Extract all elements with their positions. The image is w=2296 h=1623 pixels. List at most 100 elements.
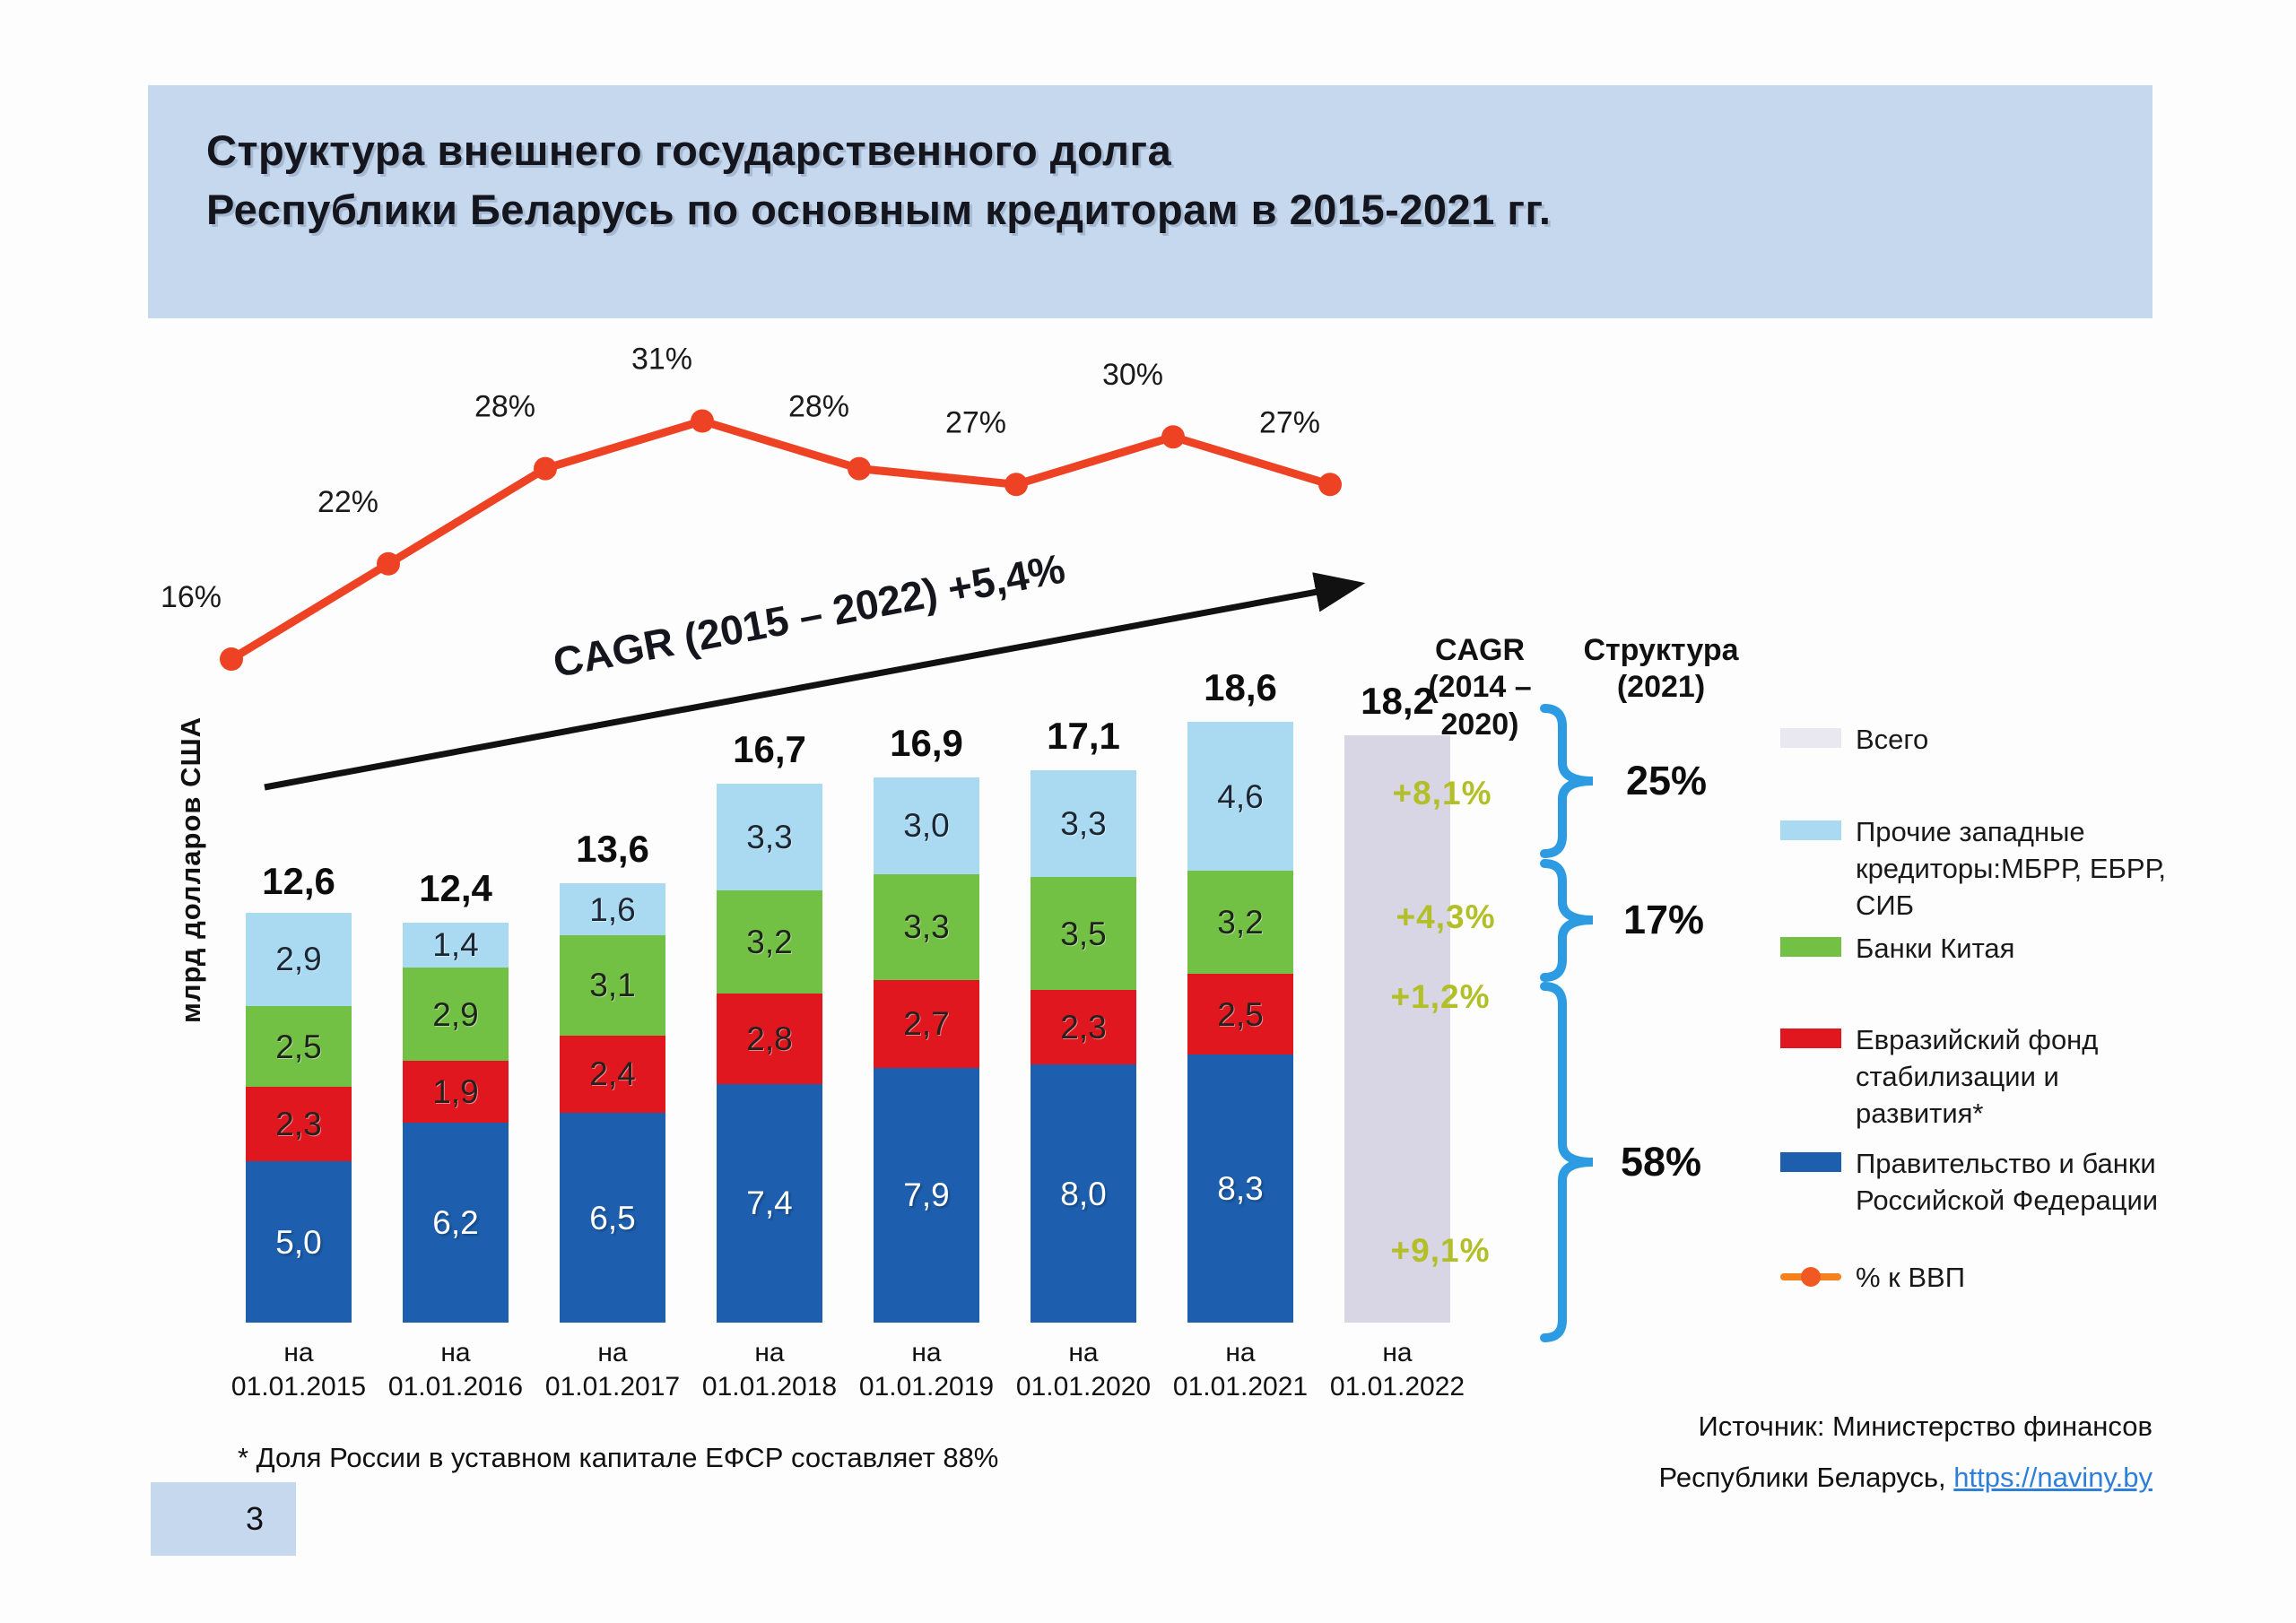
bar-segment-value: 3,1	[589, 967, 636, 1004]
bar-segment-value: 2,5	[275, 1028, 322, 1065]
bar-segment: 2,8	[717, 993, 822, 1084]
bar-segment: 2,4	[560, 1035, 665, 1113]
gdp-point	[534, 456, 557, 481]
structure-brace	[1540, 982, 1594, 1342]
bar-segment-value: 1,4	[432, 926, 479, 964]
legend-swatch-series	[1780, 937, 1841, 957]
bar-segment-value: 8,3	[1217, 1170, 1264, 1208]
legend-swatch-total	[1780, 728, 1841, 748]
x-axis-label: на 01.01.2017	[544, 1338, 681, 1402]
gdp-point-label: 22%	[317, 485, 378, 519]
gdp-point-label: 27%	[945, 405, 1006, 439]
bar-total-label: 18,6	[1204, 666, 1277, 709]
bar-total-label: 16,9	[890, 721, 963, 764]
gdp-point-label: 28%	[788, 390, 849, 424]
gdp-point	[1161, 425, 1185, 449]
bar-segment: 4,6	[1187, 722, 1293, 871]
bar-segment: 7,4	[717, 1083, 822, 1323]
legend-item: Правительство и банки Российской Федерац…	[1780, 1146, 2200, 1219]
footnote: * Доля России в уставном капитале ЕФСР с…	[238, 1442, 999, 1473]
legend-swatch-series	[1780, 1028, 1841, 1048]
bar-segment: 5,0	[246, 1161, 352, 1323]
bar-segment: 2,5	[246, 1006, 352, 1088]
legend-item: Всего	[1780, 722, 2125, 759]
bar-segment: 1,4	[403, 922, 509, 968]
bar-segment-value: 1,9	[432, 1073, 479, 1111]
bar-segment: 6,2	[403, 1122, 509, 1323]
bar-segment-value: 3,3	[1060, 805, 1107, 843]
gdp-point	[691, 409, 714, 433]
x-axis-label: на 01.01.2015	[230, 1338, 367, 1402]
slide-title-line-1: Структура внешнего государственного долг…	[206, 126, 1172, 174]
bar-segment-value: 2,7	[903, 1005, 950, 1043]
structure-column-header: Структура (2021)	[1583, 633, 1739, 705]
bar-segment-value: 6,5	[589, 1199, 636, 1237]
legend-label: Банки Китая	[1856, 933, 2015, 964]
bar-segment-value: 3,5	[1060, 915, 1107, 952]
header-banner: Структура внешнего государственного долг…	[148, 85, 2152, 318]
legend-item: Прочие западные кредиторы:МБРР, ЕБРР, СИ…	[1780, 814, 2189, 924]
x-axis-label: на 01.01.2016	[387, 1338, 524, 1402]
bar-segment-value: 4,6	[1217, 777, 1264, 815]
bar-segment-value: 2,5	[1217, 995, 1264, 1033]
bar-segment: 2,3	[1031, 990, 1136, 1064]
bar-segment-value: 1,6	[589, 890, 636, 928]
x-axis-label: на 01.01.2021	[1172, 1338, 1309, 1402]
slide-title-line-2: Республики Беларусь по основным кредитор…	[206, 185, 1552, 233]
bar-segment: 3,1	[560, 935, 665, 1036]
bar-segment-value: 2,9	[275, 941, 322, 978]
source-link[interactable]: https://naviny.by	[1953, 1462, 2152, 1494]
gdp-point-label: 27%	[1259, 405, 1320, 439]
source-line-2-prefix: Республики Беларусь,	[1658, 1462, 1954, 1494]
x-axis-label: на 01.01.2019	[858, 1338, 995, 1402]
x-axis-label: на 01.01.2018	[701, 1338, 838, 1402]
structure-brace	[1540, 859, 1594, 982]
legend-label: Евразийский фонд стабилизации и развития…	[1856, 1024, 2099, 1129]
bar-segment-value: 3,0	[903, 807, 950, 845]
bar-total-label: 13,6	[576, 828, 649, 871]
gdp-point-label: 31%	[631, 343, 692, 377]
bar-segment-value: 2,9	[432, 995, 479, 1033]
cagr-value: +4,3%	[1396, 898, 1496, 935]
structure-value: 17%	[1622, 897, 1705, 942]
gdp-point-label: 30%	[1102, 358, 1163, 392]
bar-segment: 2,7	[874, 980, 979, 1068]
source-line-2: Республики Беларусь, https://naviny.by	[1345, 1452, 2152, 1503]
bar-segment: 2,9	[246, 912, 352, 1007]
bar-segment-value: 7,4	[746, 1185, 793, 1222]
legend-swatch-series	[1780, 820, 1841, 840]
bar-segment-value: 8,0	[1060, 1175, 1107, 1212]
total-bar	[1344, 734, 1450, 1323]
bar-segment-value: 5,0	[275, 1223, 322, 1261]
bar-total-label: 12,6	[262, 860, 335, 903]
bar-segment-value: 3,3	[746, 818, 793, 855]
bar-segment: 1,6	[560, 883, 665, 935]
bar-segment: 3,2	[1187, 871, 1293, 975]
bar-segment-value: 2,4	[589, 1055, 636, 1093]
x-axis-label: на 01.01.2020	[1015, 1338, 1152, 1402]
bar-segment: 3,3	[1031, 770, 1136, 878]
gdp-point	[377, 551, 400, 576]
source-text: Источник: Министерство финансов Республи…	[1345, 1401, 2152, 1504]
gdp-point	[1318, 473, 1342, 497]
bar-segment: 3,0	[874, 777, 979, 874]
bar-segment-value: 3,2	[1217, 904, 1264, 942]
cagr-value: +8,1%	[1392, 775, 1492, 812]
bar-segment: 7,9	[874, 1067, 979, 1323]
bar-segment-value: 2,3	[275, 1106, 322, 1143]
bar-total-label: 16,7	[733, 727, 806, 770]
legend-label: Правительство и банки Российской Федерац…	[1856, 1148, 2159, 1216]
legend-label: Всего	[1856, 724, 1929, 755]
page-number-box: 3	[151, 1482, 296, 1556]
legend-swatch-series	[1780, 1152, 1841, 1172]
bar-segment-value: 2,8	[746, 1020, 793, 1057]
bar-segment: 2,3	[246, 1087, 352, 1161]
gdp-point	[848, 456, 871, 481]
structure-value: 58%	[1620, 1139, 1702, 1185]
page-number: 3	[245, 1500, 264, 1537]
legend-item: % к ВВП	[1780, 1260, 2053, 1297]
legend-label: % к ВВП	[1856, 1262, 1965, 1293]
bar-segment: 3,2	[717, 890, 822, 994]
cagr-column-header: CAGR (2014 –2020)	[1428, 633, 1532, 742]
bar-segment: 3,3	[717, 783, 822, 890]
